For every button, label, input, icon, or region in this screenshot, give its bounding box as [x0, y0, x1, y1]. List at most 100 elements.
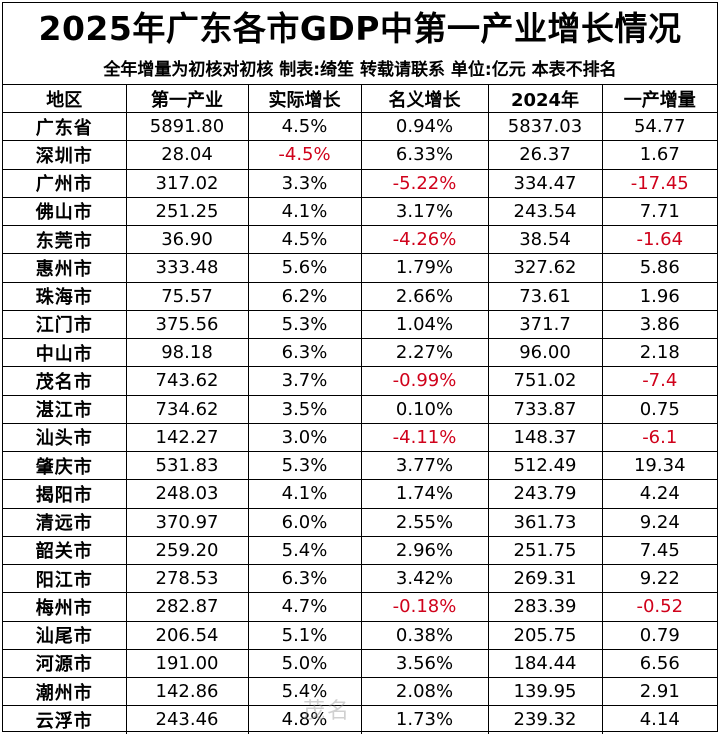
table-row: 肇庆市 531.83 5.3% 3.77% 512.49 19.34	[3, 450, 717, 480]
table-row: 河源市 191.00 5.0% 3.56% 184.44 6.56	[3, 648, 717, 678]
cell-2024: 251.75	[487, 535, 602, 565]
cell-nominal-growth: 1.74%	[360, 479, 488, 508]
cell-primary-industry: 248.03	[125, 479, 248, 508]
cell-region: 茂名市	[3, 366, 126, 395]
cell-2024: 38.54	[487, 224, 602, 254]
cell-increment: 1.96	[601, 281, 717, 311]
cell-increment: 9.24	[601, 507, 717, 537]
cell-2024: 205.75	[487, 620, 602, 650]
cell-nominal-growth: 0.94%	[360, 111, 488, 141]
cell-2024: 26.37	[487, 140, 602, 169]
cell-2024: 243.79	[487, 479, 602, 508]
page-title: 2025年广东各市GDP中第一产业增长情况	[38, 9, 682, 48]
cell-real-growth: 4.8%	[247, 705, 361, 734]
cell-increment: 19.34	[601, 450, 717, 480]
cell-primary-industry: 191.00	[125, 648, 248, 678]
cell-region: 汕头市	[3, 422, 126, 452]
table-row: 珠海市 75.57 6.2% 2.66% 73.61 1.96	[3, 281, 717, 311]
cell-region: 湛江市	[3, 394, 126, 424]
cell-increment: 4.14	[601, 705, 717, 734]
cell-primary-industry: 259.20	[125, 535, 248, 565]
table-row: 汕尾市 206.54 5.1% 0.38% 205.75 0.79	[3, 620, 717, 650]
subtitle-notes: 全年增量为初核对初核 制表:绮笙 转载请联系 单位:亿元 本表不排名	[3, 55, 717, 85]
cell-primary-industry: 251.25	[125, 196, 248, 226]
cell-nominal-growth: 1.04%	[360, 309, 488, 339]
cell-primary-industry: 278.53	[125, 563, 248, 593]
cell-real-growth: 4.5%	[247, 224, 361, 254]
cell-increment: 5.86	[601, 253, 717, 282]
cell-primary-industry: 5891.80	[125, 111, 248, 141]
cell-increment: -0.52	[601, 592, 717, 621]
cell-nominal-growth: 2.66%	[360, 281, 488, 311]
cell-nominal-growth: 1.79%	[360, 253, 488, 282]
header-real-growth: 实际增长	[247, 85, 361, 113]
table-row: 广州市 317.02 3.3% -5.22% 334.47 -17.45	[3, 168, 717, 198]
cell-nominal-growth: -5.22%	[360, 168, 488, 198]
cell-2024: 239.32	[487, 705, 602, 734]
cell-primary-industry: 370.97	[125, 507, 248, 537]
cell-region: 珠海市	[3, 281, 126, 311]
cell-real-growth: 6.3%	[247, 337, 361, 367]
cell-nominal-growth: 3.42%	[360, 563, 488, 593]
cell-region: 阳江市	[3, 563, 126, 593]
cell-real-growth: 4.5%	[247, 111, 361, 141]
cell-real-growth: 5.1%	[247, 620, 361, 650]
cell-primary-industry: 206.54	[125, 620, 248, 650]
header-row: 地区 第一产业 实际增长 名义增长 2024年 一产增量	[3, 85, 717, 113]
table-header: 地区 第一产业 实际增长 名义增长 2024年 一产增量	[3, 85, 717, 113]
table-row: 云浮市 243.46 4.8% 1.73% 239.32 4.14	[3, 705, 717, 734]
cell-increment: -17.45	[601, 168, 717, 198]
cell-increment: 0.75	[601, 394, 717, 424]
cell-region: 佛山市	[3, 196, 126, 226]
table-row: 潮州市 142.86 5.4% 2.08% 139.95 2.91	[3, 676, 717, 706]
table-row: 中山市 98.18 6.3% 2.27% 96.00 2.18	[3, 337, 717, 367]
cell-region: 广东省	[3, 111, 126, 141]
cell-nominal-growth: 0.38%	[360, 620, 488, 650]
cell-2024: 733.87	[487, 394, 602, 424]
cell-2024: 512.49	[487, 450, 602, 480]
cell-2024: 283.39	[487, 592, 602, 621]
cell-increment: 2.18	[601, 337, 717, 367]
header-2024: 2024年	[487, 85, 602, 113]
cell-increment: -6.1	[601, 422, 717, 452]
cell-region: 肇庆市	[3, 450, 126, 480]
cell-increment: 7.45	[601, 535, 717, 565]
cell-real-growth: 4.1%	[247, 479, 361, 508]
cell-region: 江门市	[3, 309, 126, 339]
table-row: 清远市 370.97 6.0% 2.55% 361.73 9.24	[3, 507, 717, 537]
cell-real-growth: 6.2%	[247, 281, 361, 311]
cell-increment: 7.71	[601, 196, 717, 226]
cell-real-growth: 5.3%	[247, 450, 361, 480]
cell-2024: 243.54	[487, 196, 602, 226]
cell-2024: 371.7	[487, 309, 602, 339]
cell-2024: 184.44	[487, 648, 602, 678]
cell-2024: 327.62	[487, 253, 602, 282]
table-row: 深圳市 28.04 -4.5% 6.33% 26.37 1.67	[3, 140, 717, 169]
cell-real-growth: 5.3%	[247, 309, 361, 339]
cell-real-growth: 4.1%	[247, 196, 361, 226]
cell-primary-industry: 743.62	[125, 366, 248, 395]
cell-primary-industry: 531.83	[125, 450, 248, 480]
cell-region: 梅州市	[3, 592, 126, 621]
table-row: 汕头市 142.27 3.0% -4.11% 148.37 -6.1	[3, 422, 717, 452]
table-row: 佛山市 251.25 4.1% 3.17% 243.54 7.71	[3, 196, 717, 226]
cell-region: 云浮市	[3, 705, 126, 734]
cell-nominal-growth: -4.26%	[360, 224, 488, 254]
cell-real-growth: 6.3%	[247, 563, 361, 593]
cell-nominal-growth: 3.56%	[360, 648, 488, 678]
cell-region: 广州市	[3, 168, 126, 198]
table-row: 阳江市 278.53 6.3% 3.42% 269.31 9.22	[3, 563, 717, 593]
table-row: 湛江市 734.62 3.5% 0.10% 733.87 0.75	[3, 394, 717, 424]
cell-2024: 148.37	[487, 422, 602, 452]
cell-region: 韶关市	[3, 535, 126, 565]
cell-region: 汕尾市	[3, 620, 126, 650]
cell-increment: 9.22	[601, 563, 717, 593]
cell-nominal-growth: 3.17%	[360, 196, 488, 226]
cell-2024: 751.02	[487, 366, 602, 395]
cell-real-growth: 5.6%	[247, 253, 361, 282]
cell-primary-industry: 142.86	[125, 676, 248, 706]
cell-primary-industry: 282.87	[125, 592, 248, 621]
cell-primary-industry: 28.04	[125, 140, 248, 169]
header-region: 地区	[46, 89, 83, 111]
